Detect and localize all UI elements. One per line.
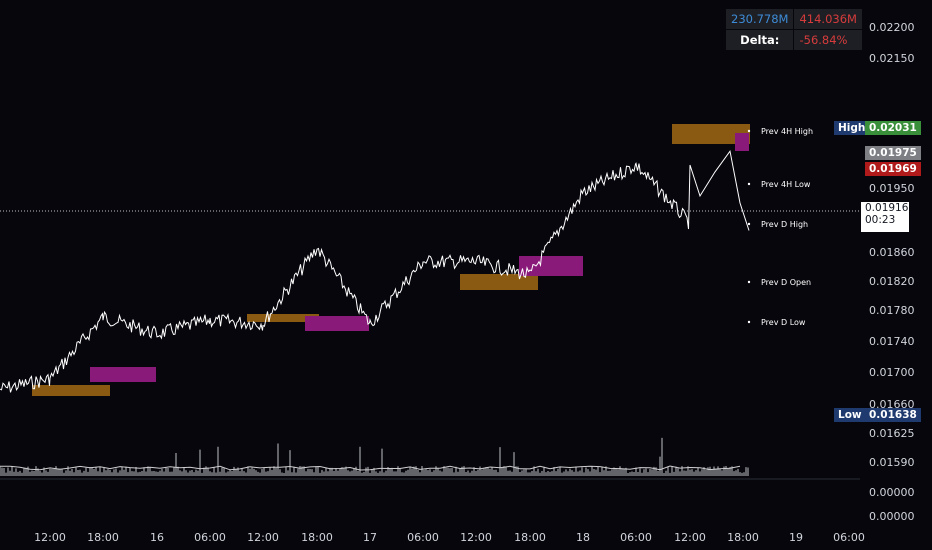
price-tag-label: High: [834, 121, 870, 135]
order-block-zone: [305, 316, 369, 331]
price-series-line: [0, 149, 750, 393]
current-price-box: 0.01916 00:23: [861, 202, 909, 232]
price-tick-label: 0.01950: [869, 182, 915, 195]
volume-bars: [0, 437, 749, 476]
price-tag-value: 0.01638: [865, 408, 921, 422]
delta-label: Delta:: [724, 29, 795, 51]
price-tag-label: Low: [834, 408, 866, 422]
order-block-zone: [32, 385, 110, 396]
order-block-zone: [460, 274, 538, 290]
time-tick-label: 17: [363, 531, 377, 544]
time-tick-label: 18:00: [87, 531, 119, 544]
order-block-zone: [735, 133, 749, 151]
level-label: Prev D High: [761, 220, 808, 229]
price-tick-label: 0.01700: [869, 366, 915, 379]
time-axis: 12:00 18:00 16 06:00 12:00 18:00 17 06:00 12:00 1…: [34, 531, 865, 544]
level-dot: [747, 129, 751, 133]
order-block-zone: [90, 367, 156, 382]
delta-table: 230.778M 414.036M Delta: -56.84%: [724, 8, 863, 51]
price-tick-label: 0.01740: [869, 335, 915, 348]
level-label: Prev 4H Low: [761, 180, 811, 189]
level-label: Prev D Open: [761, 278, 811, 287]
price-tick-label: 0.02200: [869, 21, 915, 34]
time-tick-label: 18:00: [727, 531, 759, 544]
buy-volume: 230.778M: [724, 8, 795, 30]
price-tick-label: 0.01590: [869, 456, 915, 469]
price-tick-label: 0.01780: [869, 304, 915, 317]
time-tick-label: 19: [789, 531, 803, 544]
time-tick-label: 18:00: [301, 531, 333, 544]
level-label: Prev D Low: [761, 318, 806, 327]
time-tick-label: 12:00: [34, 531, 66, 544]
price-tick-label: 0.01660: [869, 398, 915, 411]
level-dot: [747, 280, 751, 284]
sell-volume: 414.036M: [793, 8, 863, 30]
level-labels: Prev 4H High Prev 4H Low Prev D High Prev D…: [747, 127, 813, 327]
price-tag-value: 0.02031: [865, 121, 921, 135]
price-axis: 0.022000.021500.020000.019500.018600.018…: [869, 21, 915, 523]
time-tick-label: 16: [150, 531, 164, 544]
level-dot: [747, 222, 751, 226]
price-tag-value: 0.01975: [865, 146, 921, 160]
order-block-zone: [247, 314, 319, 322]
order-block-zones: [32, 124, 750, 396]
time-tick-label: 12:00: [247, 531, 279, 544]
price-tick-label: 0.00000: [869, 486, 915, 499]
level-dot: [747, 320, 751, 324]
price-tick-label: 0.00000: [869, 510, 915, 523]
level-dot: [747, 182, 751, 186]
time-tick-label: 06:00: [620, 531, 652, 544]
time-tick-label: 06:00: [194, 531, 226, 544]
order-block-zone: [519, 256, 583, 276]
delta-value: -56.84%: [793, 29, 863, 51]
time-tick-label: 18:00: [514, 531, 546, 544]
time-tick-label: 06:00: [833, 531, 865, 544]
price-tag-value: 0.01969: [865, 162, 921, 176]
volume-ma-line: [0, 465, 741, 471]
price-tick-label: 0.01860: [869, 246, 915, 259]
price-tick-label: 0.01625: [869, 427, 915, 440]
time-tick-label: 18: [576, 531, 590, 544]
time-tick-label: 12:00: [460, 531, 492, 544]
order-block-zone: [672, 124, 750, 144]
current-price: 0.01916: [865, 202, 909, 214]
level-label: Prev 4H High: [761, 127, 813, 136]
time-tick-label: 12:00: [674, 531, 706, 544]
time-tick-label: 06:00: [407, 531, 439, 544]
price-tick-label: 0.02150: [869, 52, 915, 65]
price-tick-label: 0.01820: [869, 275, 915, 288]
countdown: 00:23: [865, 214, 896, 226]
